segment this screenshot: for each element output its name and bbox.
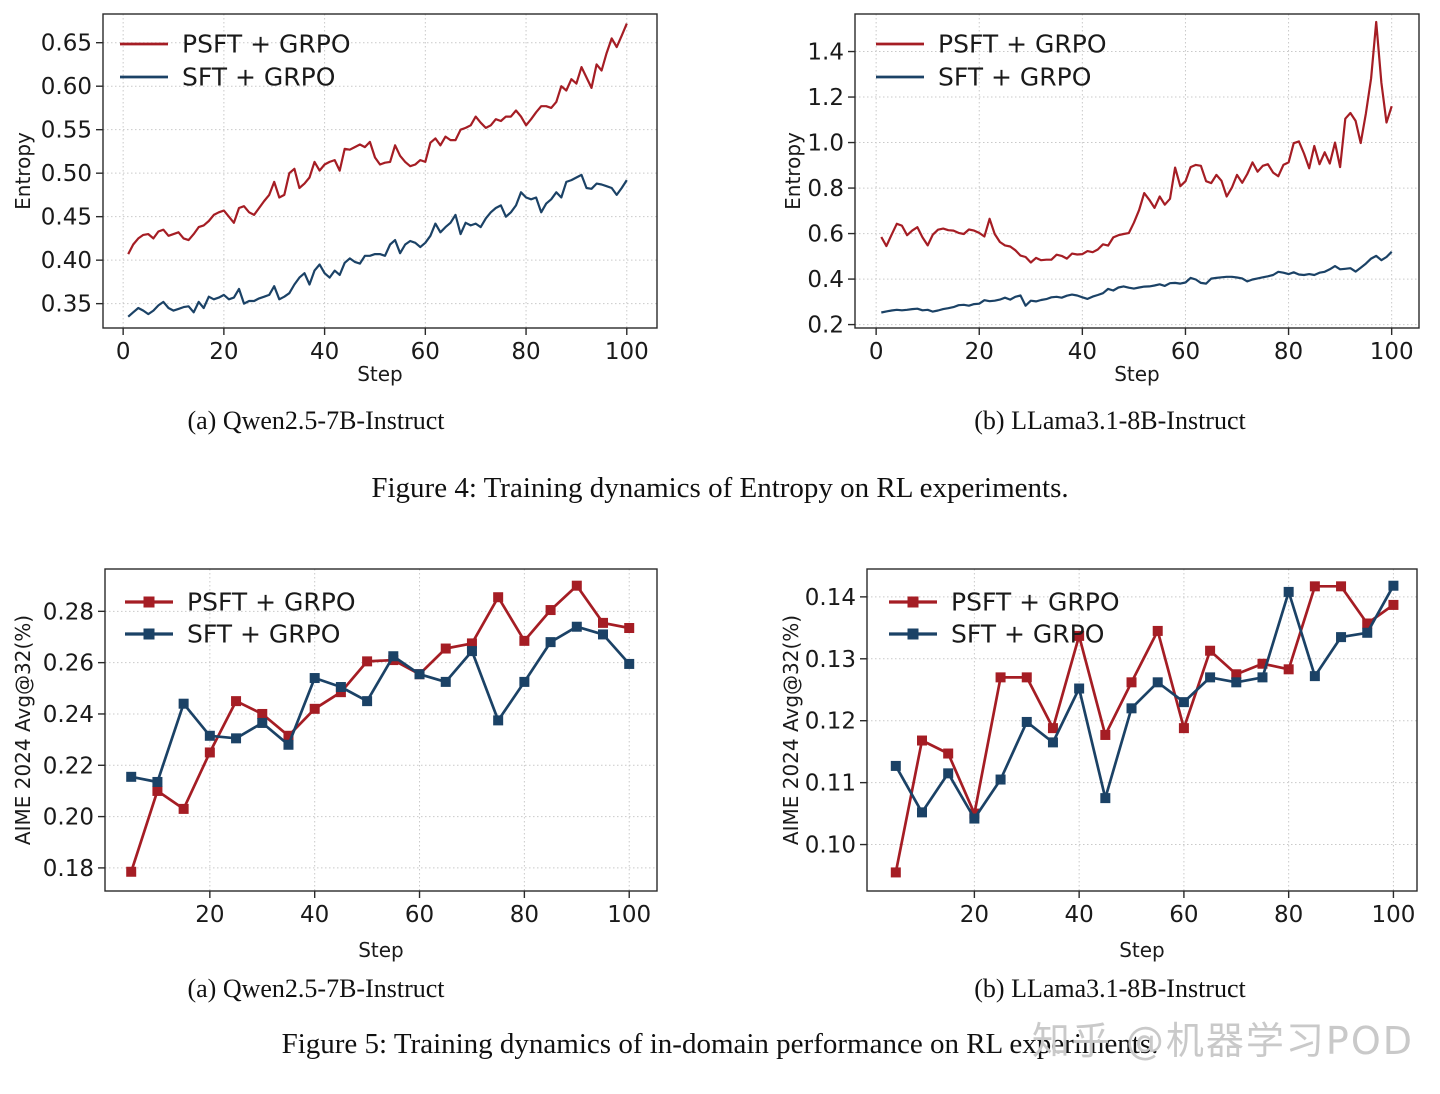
svg-text:1.0: 1.0: [807, 131, 844, 157]
svg-text:Entropy: Entropy: [11, 132, 35, 210]
svg-text:SFT + GRPO: SFT + GRPO: [938, 63, 1091, 92]
svg-text:100: 100: [607, 902, 651, 928]
figure5-caption: Figure 5: Training dynamics of in-domain…: [281, 1028, 1159, 1060]
subcaption-fig5-a: (a) Qwen2.5-7B-Instruct: [187, 974, 445, 1003]
svg-text:Entropy: Entropy: [781, 132, 805, 210]
watermark: 知乎 @机器学习POD: [1031, 1019, 1414, 1063]
figure5-chart-row: 20 40 60 80 100 0.18 0.20 0.22 0.24 0.26 0.28 Step A…: [0, 551, 1440, 966]
svg-text:60: 60: [411, 339, 440, 365]
figure4-chart-row: 0 20 40 60 80 100 0.35 0.40 0.45 0.50 0.55 0.60 0.65…: [0, 0, 1440, 390]
svg-text:Step: Step: [1114, 362, 1160, 386]
aime-chart-llama: 20 40 60 80 100 0.10 0.11 0.12 0.13 0.14 Step AIME …: [779, 568, 1418, 962]
svg-text:0.18: 0.18: [43, 856, 94, 882]
svg-text:AIME 2024 Avg@32(%): AIME 2024 Avg@32(%): [779, 615, 803, 845]
entropy-chart-llama: 0 20 40 60 80 100 0.2 0.4 0.6 0.8 1.0 1.2 1.4 Step Ent…: [781, 13, 1420, 386]
svg-text:80: 80: [1274, 902, 1303, 928]
svg-text:60: 60: [1169, 902, 1198, 928]
figure5-subcaptions: (a) Qwen2.5-7B-Instruct (b) LLama3.1-8B-…: [0, 966, 1440, 1004]
svg-text:0.55: 0.55: [41, 118, 92, 144]
svg-text:0.8: 0.8: [807, 176, 844, 202]
svg-text:0.20: 0.20: [43, 805, 94, 831]
svg-text:60: 60: [1171, 339, 1200, 365]
svg-text:100: 100: [1370, 339, 1414, 365]
svg-text:0: 0: [116, 339, 131, 365]
svg-text:0.10: 0.10: [805, 833, 856, 859]
svg-text:80: 80: [1274, 339, 1303, 365]
svg-text:100: 100: [1371, 902, 1415, 928]
svg-text:Step: Step: [357, 362, 403, 386]
subcaption-fig4-b: (b) LLama3.1-8B-Instruct: [974, 406, 1246, 435]
svg-text:0.50: 0.50: [41, 161, 92, 187]
svg-text:0.13: 0.13: [805, 647, 856, 673]
svg-text:20: 20: [195, 902, 224, 928]
svg-text:0.11: 0.11: [805, 771, 856, 797]
subcaption-fig4-a: (a) Qwen2.5-7B-Instruct: [187, 406, 445, 435]
svg-text:80: 80: [510, 902, 539, 928]
svg-text:0.22: 0.22: [43, 753, 94, 779]
svg-text:0.60: 0.60: [41, 74, 92, 100]
figure4-caption: Figure 4: Training dynamics of Entropy o…: [371, 472, 1069, 504]
svg-text:Step: Step: [1119, 938, 1165, 962]
svg-text:AIME 2024 Avg@32(%): AIME 2024 Avg@32(%): [11, 615, 35, 845]
svg-text:0.35: 0.35: [41, 292, 92, 318]
svg-text:0.6: 0.6: [807, 222, 844, 248]
svg-text:20: 20: [960, 902, 989, 928]
svg-text:40: 40: [1065, 902, 1094, 928]
svg-text:1.4: 1.4: [807, 40, 844, 66]
svg-text:PSFT + GRPO: PSFT + GRPO: [187, 588, 356, 617]
svg-text:PSFT + GRPO: PSFT + GRPO: [938, 30, 1107, 59]
svg-text:0.14: 0.14: [805, 585, 856, 611]
svg-text:0.12: 0.12: [805, 709, 856, 735]
svg-text:0.4: 0.4: [807, 267, 844, 293]
svg-text:PSFT + GRPO: PSFT + GRPO: [951, 588, 1120, 617]
svg-text:PSFT + GRPO: PSFT + GRPO: [182, 30, 351, 59]
svg-text:0.40: 0.40: [41, 248, 92, 274]
svg-text:Step: Step: [358, 938, 404, 962]
svg-text:SFT + GRPO: SFT + GRPO: [187, 620, 340, 649]
svg-text:0.45: 0.45: [41, 205, 92, 231]
svg-text:20: 20: [209, 339, 238, 365]
svg-text:40: 40: [1068, 339, 1097, 365]
svg-text:0.2: 0.2: [807, 313, 844, 339]
svg-text:SFT + GRPO: SFT + GRPO: [951, 620, 1104, 649]
svg-text:100: 100: [605, 339, 649, 365]
svg-text:1.2: 1.2: [807, 85, 844, 111]
figure4-subcaptions: (a) Qwen2.5-7B-Instruct (b) LLama3.1-8B-…: [0, 390, 1440, 436]
svg-text:0.24: 0.24: [43, 702, 94, 728]
svg-text:60: 60: [405, 902, 434, 928]
svg-text:40: 40: [310, 339, 339, 365]
svg-text:SFT + GRPO: SFT + GRPO: [182, 63, 335, 92]
svg-text:0: 0: [869, 339, 884, 365]
svg-text:80: 80: [511, 339, 540, 365]
aime-chart-qwen: 20 40 60 80 100 0.18 0.20 0.22 0.24 0.26 0.28 Step A…: [11, 568, 658, 962]
subcaption-fig5-b: (b) LLama3.1-8B-Instruct: [974, 974, 1246, 1003]
svg-text:20: 20: [965, 339, 994, 365]
svg-text:0.28: 0.28: [43, 599, 94, 625]
svg-text:40: 40: [300, 902, 329, 928]
svg-text:0.26: 0.26: [43, 651, 94, 677]
entropy-chart-qwen: 0 20 40 60 80 100 0.35 0.40 0.45 0.50 0.55 0.60 0.65…: [11, 13, 658, 386]
svg-text:0.65: 0.65: [41, 31, 92, 57]
